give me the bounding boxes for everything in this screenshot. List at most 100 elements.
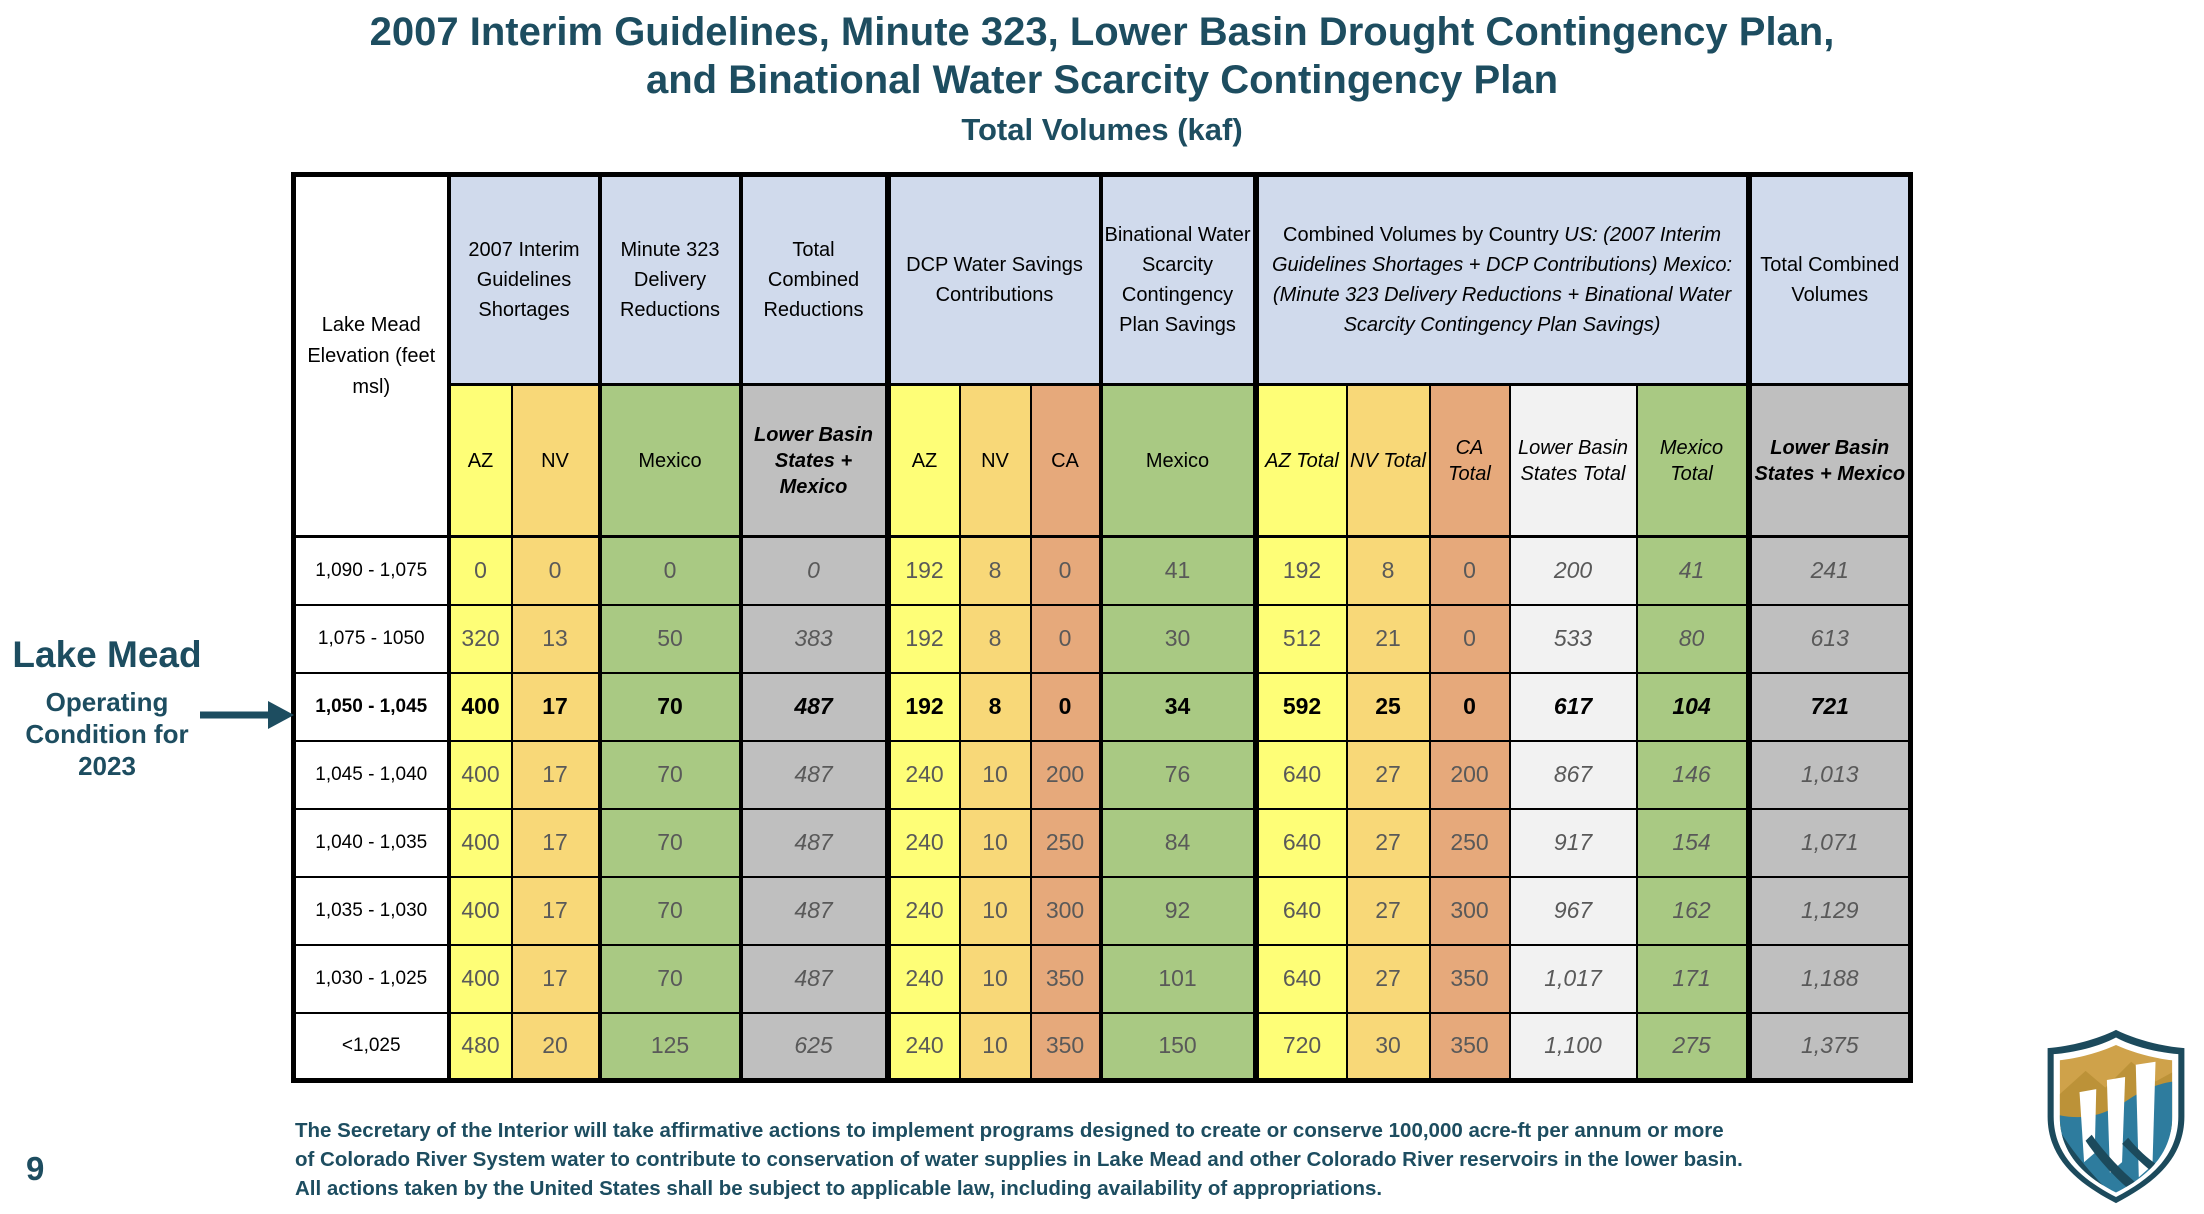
value-cell: 192 (887, 672, 961, 742)
column-header: Lower Basin States + Mexico (740, 384, 891, 538)
value-cell: 50 (599, 604, 743, 674)
value-cell: 30 (1100, 604, 1259, 674)
value-cell: 8 (959, 536, 1032, 606)
value-cell: 34 (1100, 672, 1259, 742)
value-cell: 487 (740, 876, 891, 946)
group-header: Total Combined Volumes (1748, 174, 1911, 386)
value-cell: 146 (1636, 740, 1752, 810)
group-header: DCP Water Savings Contributions (887, 174, 1103, 386)
value-cell: 533 (1509, 604, 1638, 674)
value-cell: 25 (1346, 672, 1431, 742)
value-cell: 0 (1429, 672, 1511, 742)
value-cell: 92 (1100, 876, 1259, 946)
elevation-cell: 1,035 - 1,030 (293, 876, 451, 946)
group-header: Minute 323 Delivery Reductions (599, 174, 743, 386)
value-cell: 721 (1748, 672, 1911, 742)
value-cell: 487 (740, 944, 891, 1014)
footnote-line: All actions taken by the United States s… (295, 1177, 1383, 1200)
value-cell: 192 (887, 536, 961, 606)
slide-subtitle: Total Volumes (kaf) (961, 112, 1243, 147)
elevation-cell: <1,025 (293, 1012, 451, 1081)
value-cell: 0 (1030, 604, 1103, 674)
right-arrow-icon (200, 701, 294, 729)
elevation-cell: 1,045 - 1,040 (293, 740, 451, 810)
value-cell: 487 (740, 740, 891, 810)
value-cell: 8 (959, 604, 1032, 674)
group-header-text: US: (2007 Interim Guidelines Shortages +… (1271, 224, 1721, 276)
table-body: 1,090 - 1,075 0 0 0 0 192 8 0 41 192 8 0 200 41 241 1,0… (293, 536, 1911, 1081)
value-cell: 10 (959, 808, 1032, 878)
value-cell: 300 (1030, 876, 1103, 946)
group-header: Binational Water Scarcity Contingency Pl… (1100, 174, 1259, 386)
table-row: 1,035 - 1,030 400 17 70 487 240 10 300 92 640 27 30… (293, 876, 1911, 946)
value-cell: 101 (1100, 944, 1259, 1014)
logo-dam-middle (2106, 1076, 2126, 1173)
value-cell: 200 (1429, 740, 1511, 810)
value-cell: 350 (1030, 944, 1103, 1014)
value-cell: 250 (1030, 808, 1103, 878)
group-header: 2007 Interim Guidelines Shortages (448, 174, 602, 386)
value-cell: 275 (1636, 1012, 1752, 1081)
value-cell: 125 (599, 1012, 743, 1081)
value-cell: 300 (1429, 876, 1511, 946)
annotation-title: Lake Mead (12, 634, 202, 675)
value-cell: 512 (1255, 604, 1348, 674)
value-cell: 640 (1255, 876, 1348, 946)
value-cell: 1,017 (1509, 944, 1638, 1014)
value-cell: 917 (1509, 808, 1638, 878)
table-row: <1,025 480 20 125 625 240 10 350 150 720 30 350 1,10… (293, 1012, 1911, 1081)
value-cell: 10 (959, 944, 1032, 1014)
value-cell: 240 (887, 876, 961, 946)
elevation-cell: 1,050 - 1,045 (293, 672, 451, 742)
value-cell: 20 (511, 1012, 602, 1081)
value-cell: 10 (959, 1012, 1032, 1081)
value-cell: 27 (1346, 876, 1431, 946)
value-cell: 150 (1100, 1012, 1259, 1081)
value-cell: 240 (887, 944, 961, 1014)
value-cell: 154 (1636, 808, 1752, 878)
value-cell: 8 (1346, 536, 1431, 606)
value-cell: 27 (1346, 944, 1431, 1014)
value-cell: 720 (1255, 1012, 1348, 1081)
value-cell: 1,129 (1748, 876, 1911, 946)
table-row: 1,090 - 1,075 0 0 0 0 192 8 0 41 192 8 0 200 41 241 (293, 536, 1911, 606)
value-cell: 10 (959, 876, 1032, 946)
value-cell: 400 (448, 944, 513, 1014)
table-row: 1,030 - 1,025 400 17 70 487 240 10 350 101 640 27 3… (293, 944, 1911, 1014)
value-cell: 1,071 (1748, 808, 1911, 878)
table-head: Lake Mead Elevation (feet msl) 2007 Inter… (293, 174, 1911, 538)
column-header: Mexico (599, 384, 743, 538)
table-row: 1,045 - 1,040 400 17 70 487 240 10 200 76 640 27 20… (293, 740, 1911, 810)
value-cell: 0 (1030, 672, 1103, 742)
value-cell: 21 (1346, 604, 1431, 674)
group-header-text: Mexico: (Minute 323 Delivery Reductions … (1272, 254, 1733, 336)
value-cell: 241 (1748, 536, 1911, 606)
column-header: NV Total (1346, 384, 1431, 538)
group-header-text: DCP Water Savings Contributions (906, 254, 1083, 306)
value-cell: 480 (448, 1012, 513, 1081)
value-cell: 76 (1100, 740, 1259, 810)
column-header: AZ (448, 384, 513, 538)
volumes-table-wrapper: Lake Mead Elevation (feet msl) 2007 Inter… (291, 172, 1914, 1083)
value-cell: 1,013 (1748, 740, 1911, 810)
value-cell: 13 (511, 604, 602, 674)
value-cell: 383 (740, 604, 891, 674)
column-header-row: AZ NV Mexico Lower Basin States + Mexico AZ N… (294, 384, 1911, 538)
table-row: 1,040 - 1,035 400 17 70 487 240 10 250 84 640 27 25… (293, 808, 1911, 878)
value-cell: 41 (1636, 536, 1752, 606)
value-cell: 592 (1255, 672, 1348, 742)
slide-title-line1: 2007 Interim Guidelines, Minute 323, Low… (369, 10, 1835, 54)
value-cell: 640 (1255, 740, 1348, 810)
group-header-text: Combined Volumes by Country (1283, 224, 1565, 246)
group-header: Combined Volumes by Country US: (2007 In… (1255, 174, 1752, 386)
value-cell: 400 (448, 808, 513, 878)
footnote-line: of Colorado River System water to contri… (295, 1148, 1743, 1171)
column-header: Mexico Total (1636, 384, 1752, 538)
value-cell: 192 (887, 604, 961, 674)
group-header-text: Total Combined Reductions (763, 239, 864, 321)
column-header: Lower Basin States Total (1509, 384, 1638, 538)
group-header-text: Total Combined Volumes (1760, 254, 1900, 306)
value-cell: 487 (740, 808, 891, 878)
slide-title-block: 2007 Interim Guidelines, Minute 323, Low… (0, 8, 2204, 150)
